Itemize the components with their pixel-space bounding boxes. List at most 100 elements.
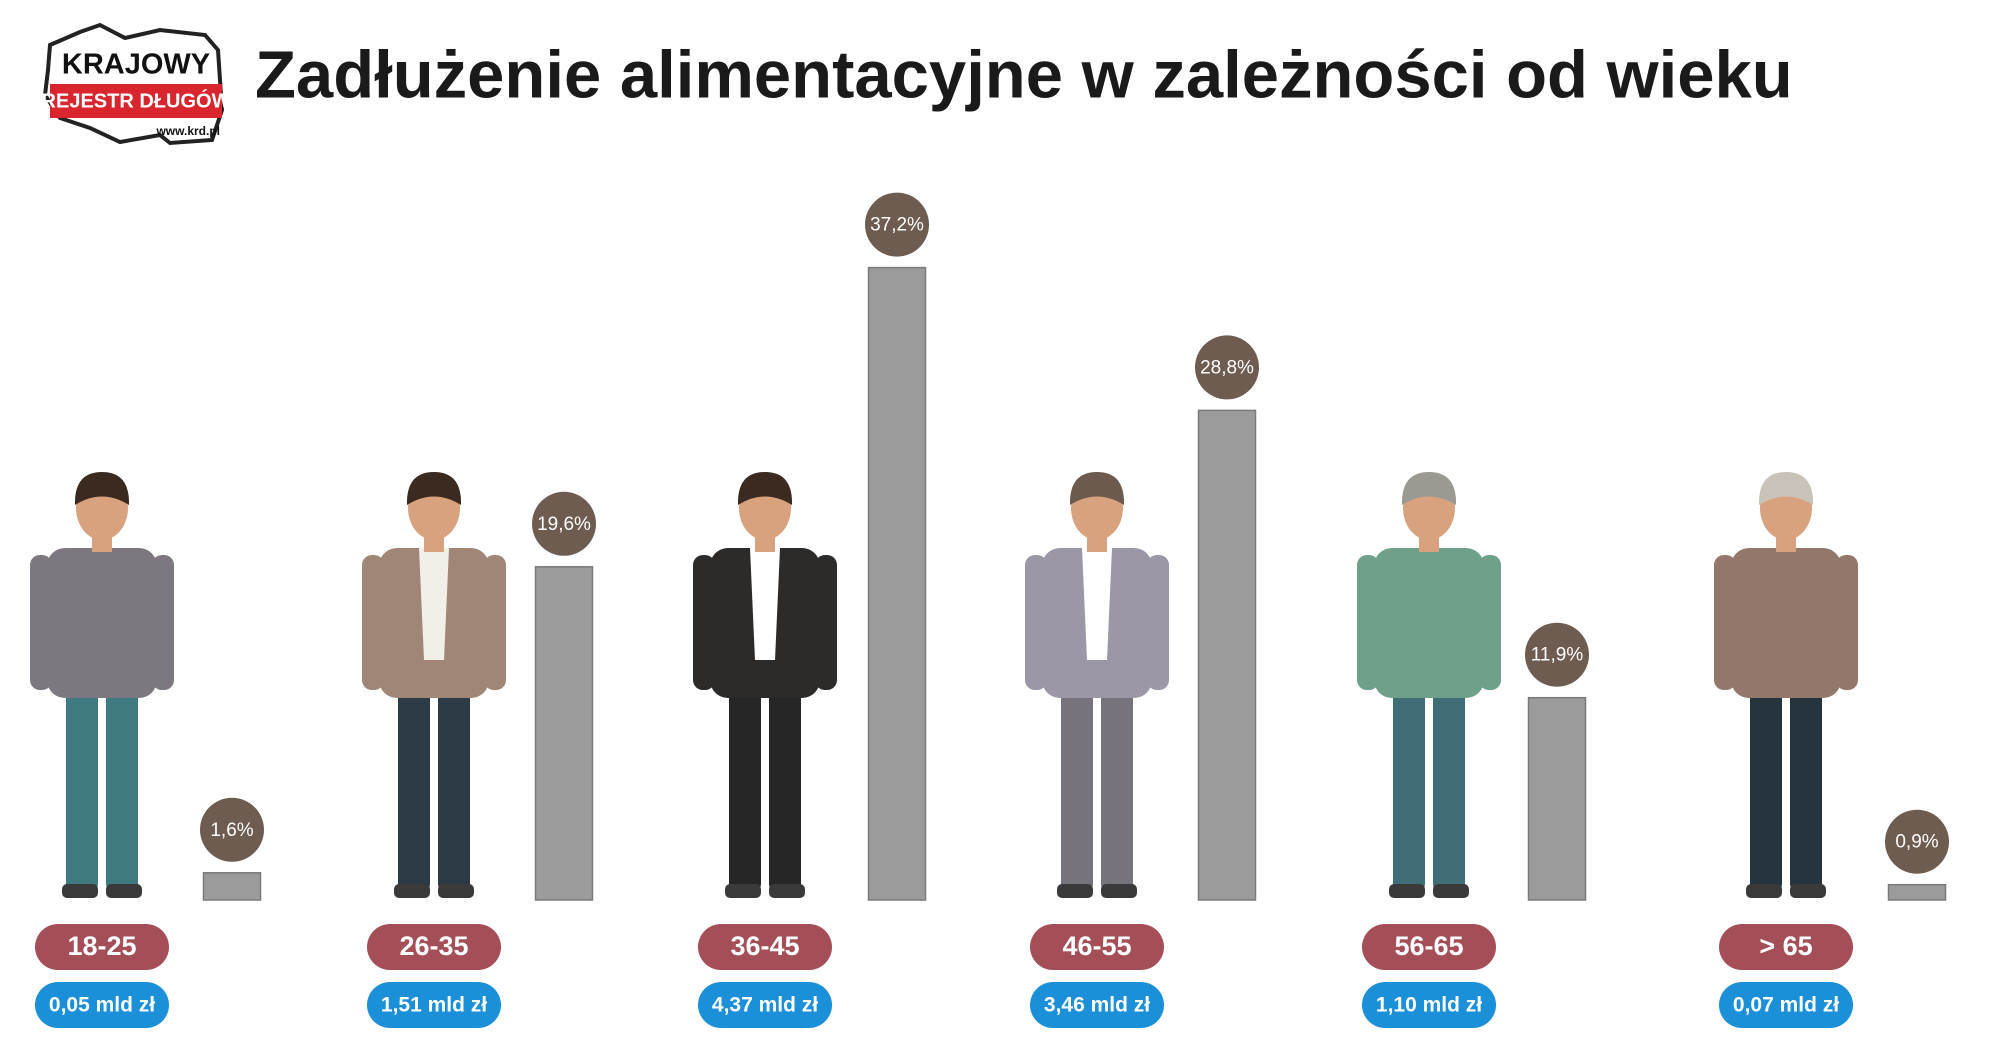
person-arm — [1357, 555, 1379, 690]
person-torso — [47, 548, 157, 698]
person-hair — [1758, 472, 1814, 505]
person-illustration — [1714, 472, 1858, 898]
person-shoe — [106, 884, 142, 898]
person-leg — [106, 680, 138, 890]
x-tick-label: 46-55 — [1062, 931, 1131, 961]
person-hair — [406, 472, 462, 505]
value-badge — [1885, 809, 1949, 874]
person-leg — [1750, 680, 1782, 890]
logo-subtitle: REJESTR DŁUGÓW — [42, 88, 231, 112]
person-shoe — [1746, 884, 1782, 898]
age-pill — [1719, 924, 1853, 970]
person-torso — [1731, 548, 1841, 698]
person-hair — [1069, 472, 1125, 505]
person-arm — [815, 555, 837, 690]
amount-label: 4,37 mld zł — [712, 994, 818, 1017]
value-label: 11,9% — [1531, 645, 1584, 666]
person-shirt — [750, 548, 780, 660]
person-leg — [1433, 680, 1465, 890]
age-pill — [1362, 924, 1496, 970]
logo-band — [50, 84, 222, 118]
x-tick-label: > 65 — [1759, 931, 1812, 961]
x-tick-label: 26-35 — [399, 931, 468, 961]
person-illustration — [1025, 472, 1169, 898]
value-label: 1,6% — [210, 820, 253, 841]
person-leg — [1790, 680, 1822, 890]
person-arm — [362, 555, 384, 690]
age-pill — [1030, 924, 1164, 970]
person-leg — [769, 680, 801, 890]
person-leg — [66, 680, 98, 890]
person-illustration — [1357, 472, 1501, 898]
person-hair — [74, 472, 130, 505]
value-label: 19,6% — [537, 514, 591, 535]
person-leg — [438, 680, 470, 890]
value-badge — [865, 192, 929, 257]
amount-label: 3,46 mld zł — [1044, 994, 1150, 1017]
person-shoe — [394, 884, 430, 898]
x-tick-label: 56-65 — [1394, 931, 1463, 961]
amount-label: 1,51 mld zł — [381, 994, 487, 1017]
amount-label: 0,07 mld zł — [1733, 994, 1839, 1017]
age-pill — [698, 924, 832, 970]
person-shoe — [1101, 884, 1137, 898]
person-illustration — [693, 472, 837, 898]
person-arm — [1836, 555, 1858, 690]
value-badge — [1525, 622, 1589, 687]
person-hair — [737, 472, 793, 505]
bar — [867, 266, 927, 901]
person-shoe — [1790, 884, 1826, 898]
person-shoe — [769, 884, 805, 898]
amount-pill — [698, 982, 832, 1028]
person-illustration — [30, 472, 174, 898]
person-arm — [484, 555, 506, 690]
value-badge — [200, 797, 264, 862]
person-torso — [1374, 548, 1484, 698]
person-illustration — [362, 472, 506, 898]
value-badge — [1195, 335, 1259, 400]
chart-title: Zadłużenie alimentacyjne w zależności od… — [255, 38, 1793, 113]
person-leg — [1061, 680, 1093, 890]
amount-pill — [1030, 982, 1164, 1028]
value-label: 28,8% — [1200, 357, 1254, 378]
person-leg — [1393, 680, 1425, 890]
person-shoe — [62, 884, 98, 898]
person-leg — [729, 680, 761, 890]
value-badge — [532, 491, 596, 556]
person-arm — [1714, 555, 1736, 690]
amount-pill — [367, 982, 501, 1028]
person-arm — [152, 555, 174, 690]
person-arm — [1025, 555, 1047, 690]
amount-pill — [1362, 982, 1496, 1028]
amount-pill — [1719, 982, 1853, 1028]
person-shoe — [725, 884, 761, 898]
logo-title: KRAJOWY — [62, 49, 210, 81]
bar — [202, 872, 262, 901]
bar — [1197, 409, 1257, 901]
logo: KRAJOWY REJESTR DŁUGÓW www.krd.pl — [42, 22, 231, 146]
person-shoe — [1433, 884, 1469, 898]
age-pill — [367, 924, 501, 970]
person-leg — [398, 680, 430, 890]
person-arm — [1479, 555, 1501, 690]
logo-url: www.krd.pl — [155, 124, 220, 138]
x-tick-label: 18-25 — [67, 931, 136, 961]
person-leg — [1101, 680, 1133, 890]
bar — [1887, 883, 1947, 901]
bar — [534, 566, 594, 901]
person-arm — [30, 555, 52, 690]
person-arm — [1147, 555, 1169, 690]
x-tick-label: 36-45 — [730, 931, 799, 961]
amount-label: 1,10 mld zł — [1376, 994, 1482, 1017]
amount-pill — [35, 982, 169, 1028]
age-pill — [35, 924, 169, 970]
amount-label: 0,05 mld zł — [49, 994, 155, 1017]
person-shoe — [1389, 884, 1425, 898]
person-hair — [1401, 472, 1457, 505]
person-shoe — [438, 884, 474, 898]
person-arm — [693, 555, 715, 690]
person-shoe — [1057, 884, 1093, 898]
bar — [1527, 696, 1587, 901]
person-shirt — [1082, 548, 1112, 660]
